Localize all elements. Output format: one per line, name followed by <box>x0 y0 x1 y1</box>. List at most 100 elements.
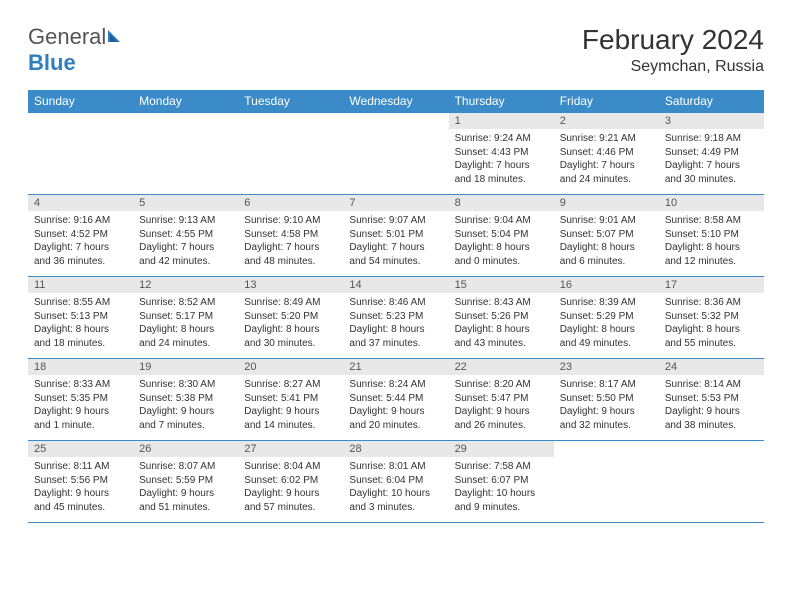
day-number: 23 <box>554 359 659 375</box>
day-number: 6 <box>238 195 343 211</box>
day-number: 17 <box>659 277 764 293</box>
calendar-day-cell: 19Sunrise: 8:30 AMSunset: 5:38 PMDayligh… <box>133 359 238 441</box>
weekday-header: Wednesday <box>343 90 448 113</box>
logo-text-gray: General <box>28 24 106 49</box>
calendar-day-cell: 16Sunrise: 8:39 AMSunset: 5:29 PMDayligh… <box>554 277 659 359</box>
day-number: 18 <box>28 359 133 375</box>
title-block: February 2024 Seymchan, Russia <box>582 24 764 76</box>
calendar-day-cell: ..... <box>238 113 343 195</box>
weekday-header: Monday <box>133 90 238 113</box>
day-data: Sunrise: 9:01 AMSunset: 5:07 PMDaylight:… <box>554 211 659 276</box>
calendar-day-cell: 9Sunrise: 9:01 AMSunset: 5:07 PMDaylight… <box>554 195 659 277</box>
weekday-header: Friday <box>554 90 659 113</box>
day-number: 3 <box>659 113 764 129</box>
day-number: 25 <box>28 441 133 457</box>
day-data: Sunrise: 8:33 AMSunset: 5:35 PMDaylight:… <box>28 375 133 440</box>
day-number: 15 <box>449 277 554 293</box>
day-number: 11 <box>28 277 133 293</box>
calendar-day-cell: 21Sunrise: 8:24 AMSunset: 5:44 PMDayligh… <box>343 359 448 441</box>
day-data: Sunrise: 9:04 AMSunset: 5:04 PMDaylight:… <box>449 211 554 276</box>
logo-text: GeneralBlue <box>28 24 126 76</box>
calendar-table: SundayMondayTuesdayWednesdayThursdayFrid… <box>28 90 764 523</box>
calendar-day-cell: 26Sunrise: 8:07 AMSunset: 5:59 PMDayligh… <box>133 441 238 523</box>
weekday-header: Thursday <box>449 90 554 113</box>
day-data: Sunrise: 8:52 AMSunset: 5:17 PMDaylight:… <box>133 293 238 358</box>
day-number: 16 <box>554 277 659 293</box>
month-title: February 2024 <box>582 24 764 56</box>
day-data: Sunrise: 7:58 AMSunset: 6:07 PMDaylight:… <box>449 457 554 522</box>
calendar-body: ....................1Sunrise: 9:24 AMSun… <box>28 113 764 523</box>
day-number: 14 <box>343 277 448 293</box>
day-data: Sunrise: 9:18 AMSunset: 4:49 PMDaylight:… <box>659 129 764 194</box>
calendar-day-cell: 5Sunrise: 9:13 AMSunset: 4:55 PMDaylight… <box>133 195 238 277</box>
day-number: 24 <box>659 359 764 375</box>
day-data: Sunrise: 9:07 AMSunset: 5:01 PMDaylight:… <box>343 211 448 276</box>
day-data: Sunrise: 8:43 AMSunset: 5:26 PMDaylight:… <box>449 293 554 358</box>
day-data: Sunrise: 8:30 AMSunset: 5:38 PMDaylight:… <box>133 375 238 440</box>
day-data: Sunrise: 9:13 AMSunset: 4:55 PMDaylight:… <box>133 211 238 276</box>
calendar-day-cell: ..... <box>554 441 659 523</box>
day-data: Sunrise: 8:14 AMSunset: 5:53 PMDaylight:… <box>659 375 764 440</box>
day-data: Sunrise: 8:11 AMSunset: 5:56 PMDaylight:… <box>28 457 133 522</box>
day-data: Sunrise: 8:49 AMSunset: 5:20 PMDaylight:… <box>238 293 343 358</box>
weekday-header: Sunday <box>28 90 133 113</box>
logo-sail-icon <box>106 24 126 50</box>
calendar-day-cell: 6Sunrise: 9:10 AMSunset: 4:58 PMDaylight… <box>238 195 343 277</box>
day-number: 1 <box>449 113 554 129</box>
day-number: 5 <box>133 195 238 211</box>
location: Seymchan, Russia <box>582 58 764 76</box>
day-data: Sunrise: 8:39 AMSunset: 5:29 PMDaylight:… <box>554 293 659 358</box>
calendar-week-row: ....................1Sunrise: 9:24 AMSun… <box>28 113 764 195</box>
calendar-day-cell: 1Sunrise: 9:24 AMSunset: 4:43 PMDaylight… <box>449 113 554 195</box>
day-number: 20 <box>238 359 343 375</box>
calendar-day-cell: 28Sunrise: 8:01 AMSunset: 6:04 PMDayligh… <box>343 441 448 523</box>
day-number: 12 <box>133 277 238 293</box>
day-data: Sunrise: 8:46 AMSunset: 5:23 PMDaylight:… <box>343 293 448 358</box>
day-data: Sunrise: 9:10 AMSunset: 4:58 PMDaylight:… <box>238 211 343 276</box>
day-data: Sunrise: 8:55 AMSunset: 5:13 PMDaylight:… <box>28 293 133 358</box>
calendar-day-cell: 12Sunrise: 8:52 AMSunset: 5:17 PMDayligh… <box>133 277 238 359</box>
calendar-day-cell: 27Sunrise: 8:04 AMSunset: 6:02 PMDayligh… <box>238 441 343 523</box>
calendar-day-cell: 3Sunrise: 9:18 AMSunset: 4:49 PMDaylight… <box>659 113 764 195</box>
day-data: Sunrise: 9:24 AMSunset: 4:43 PMDaylight:… <box>449 129 554 194</box>
day-number: 29 <box>449 441 554 457</box>
calendar-day-cell: ..... <box>133 113 238 195</box>
calendar-day-cell: 7Sunrise: 9:07 AMSunset: 5:01 PMDaylight… <box>343 195 448 277</box>
calendar-day-cell: 18Sunrise: 8:33 AMSunset: 5:35 PMDayligh… <box>28 359 133 441</box>
calendar-day-cell: 23Sunrise: 8:17 AMSunset: 5:50 PMDayligh… <box>554 359 659 441</box>
calendar-header-row: SundayMondayTuesdayWednesdayThursdayFrid… <box>28 90 764 113</box>
day-data: Sunrise: 9:21 AMSunset: 4:46 PMDaylight:… <box>554 129 659 194</box>
day-number: 26 <box>133 441 238 457</box>
day-data: Sunrise: 9:16 AMSunset: 4:52 PMDaylight:… <box>28 211 133 276</box>
calendar-week-row: 18Sunrise: 8:33 AMSunset: 5:35 PMDayligh… <box>28 359 764 441</box>
calendar-day-cell: 4Sunrise: 9:16 AMSunset: 4:52 PMDaylight… <box>28 195 133 277</box>
day-number: 22 <box>449 359 554 375</box>
day-data: Sunrise: 8:07 AMSunset: 5:59 PMDaylight:… <box>133 457 238 522</box>
day-data: Sunrise: 8:36 AMSunset: 5:32 PMDaylight:… <box>659 293 764 358</box>
calendar-day-cell: 17Sunrise: 8:36 AMSunset: 5:32 PMDayligh… <box>659 277 764 359</box>
calendar-day-cell: 20Sunrise: 8:27 AMSunset: 5:41 PMDayligh… <box>238 359 343 441</box>
day-number: 2 <box>554 113 659 129</box>
calendar-day-cell: ..... <box>343 113 448 195</box>
calendar-day-cell: 11Sunrise: 8:55 AMSunset: 5:13 PMDayligh… <box>28 277 133 359</box>
calendar-week-row: 25Sunrise: 8:11 AMSunset: 5:56 PMDayligh… <box>28 441 764 523</box>
day-number: 21 <box>343 359 448 375</box>
day-data: Sunrise: 8:17 AMSunset: 5:50 PMDaylight:… <box>554 375 659 440</box>
calendar-day-cell: 14Sunrise: 8:46 AMSunset: 5:23 PMDayligh… <box>343 277 448 359</box>
calendar-day-cell: 8Sunrise: 9:04 AMSunset: 5:04 PMDaylight… <box>449 195 554 277</box>
weekday-header: Saturday <box>659 90 764 113</box>
calendar-day-cell: ..... <box>28 113 133 195</box>
header: GeneralBlue February 2024 Seymchan, Russ… <box>28 24 764 76</box>
weekday-header: Tuesday <box>238 90 343 113</box>
logo-text-blue: Blue <box>28 50 76 75</box>
day-number: 9 <box>554 195 659 211</box>
day-number: 4 <box>28 195 133 211</box>
day-data: Sunrise: 8:58 AMSunset: 5:10 PMDaylight:… <box>659 211 764 276</box>
calendar-week-row: 11Sunrise: 8:55 AMSunset: 5:13 PMDayligh… <box>28 277 764 359</box>
calendar-day-cell: 2Sunrise: 9:21 AMSunset: 4:46 PMDaylight… <box>554 113 659 195</box>
day-data: Sunrise: 8:27 AMSunset: 5:41 PMDaylight:… <box>238 375 343 440</box>
day-number: 10 <box>659 195 764 211</box>
day-data: Sunrise: 8:04 AMSunset: 6:02 PMDaylight:… <box>238 457 343 522</box>
calendar-day-cell: 13Sunrise: 8:49 AMSunset: 5:20 PMDayligh… <box>238 277 343 359</box>
day-number: 27 <box>238 441 343 457</box>
